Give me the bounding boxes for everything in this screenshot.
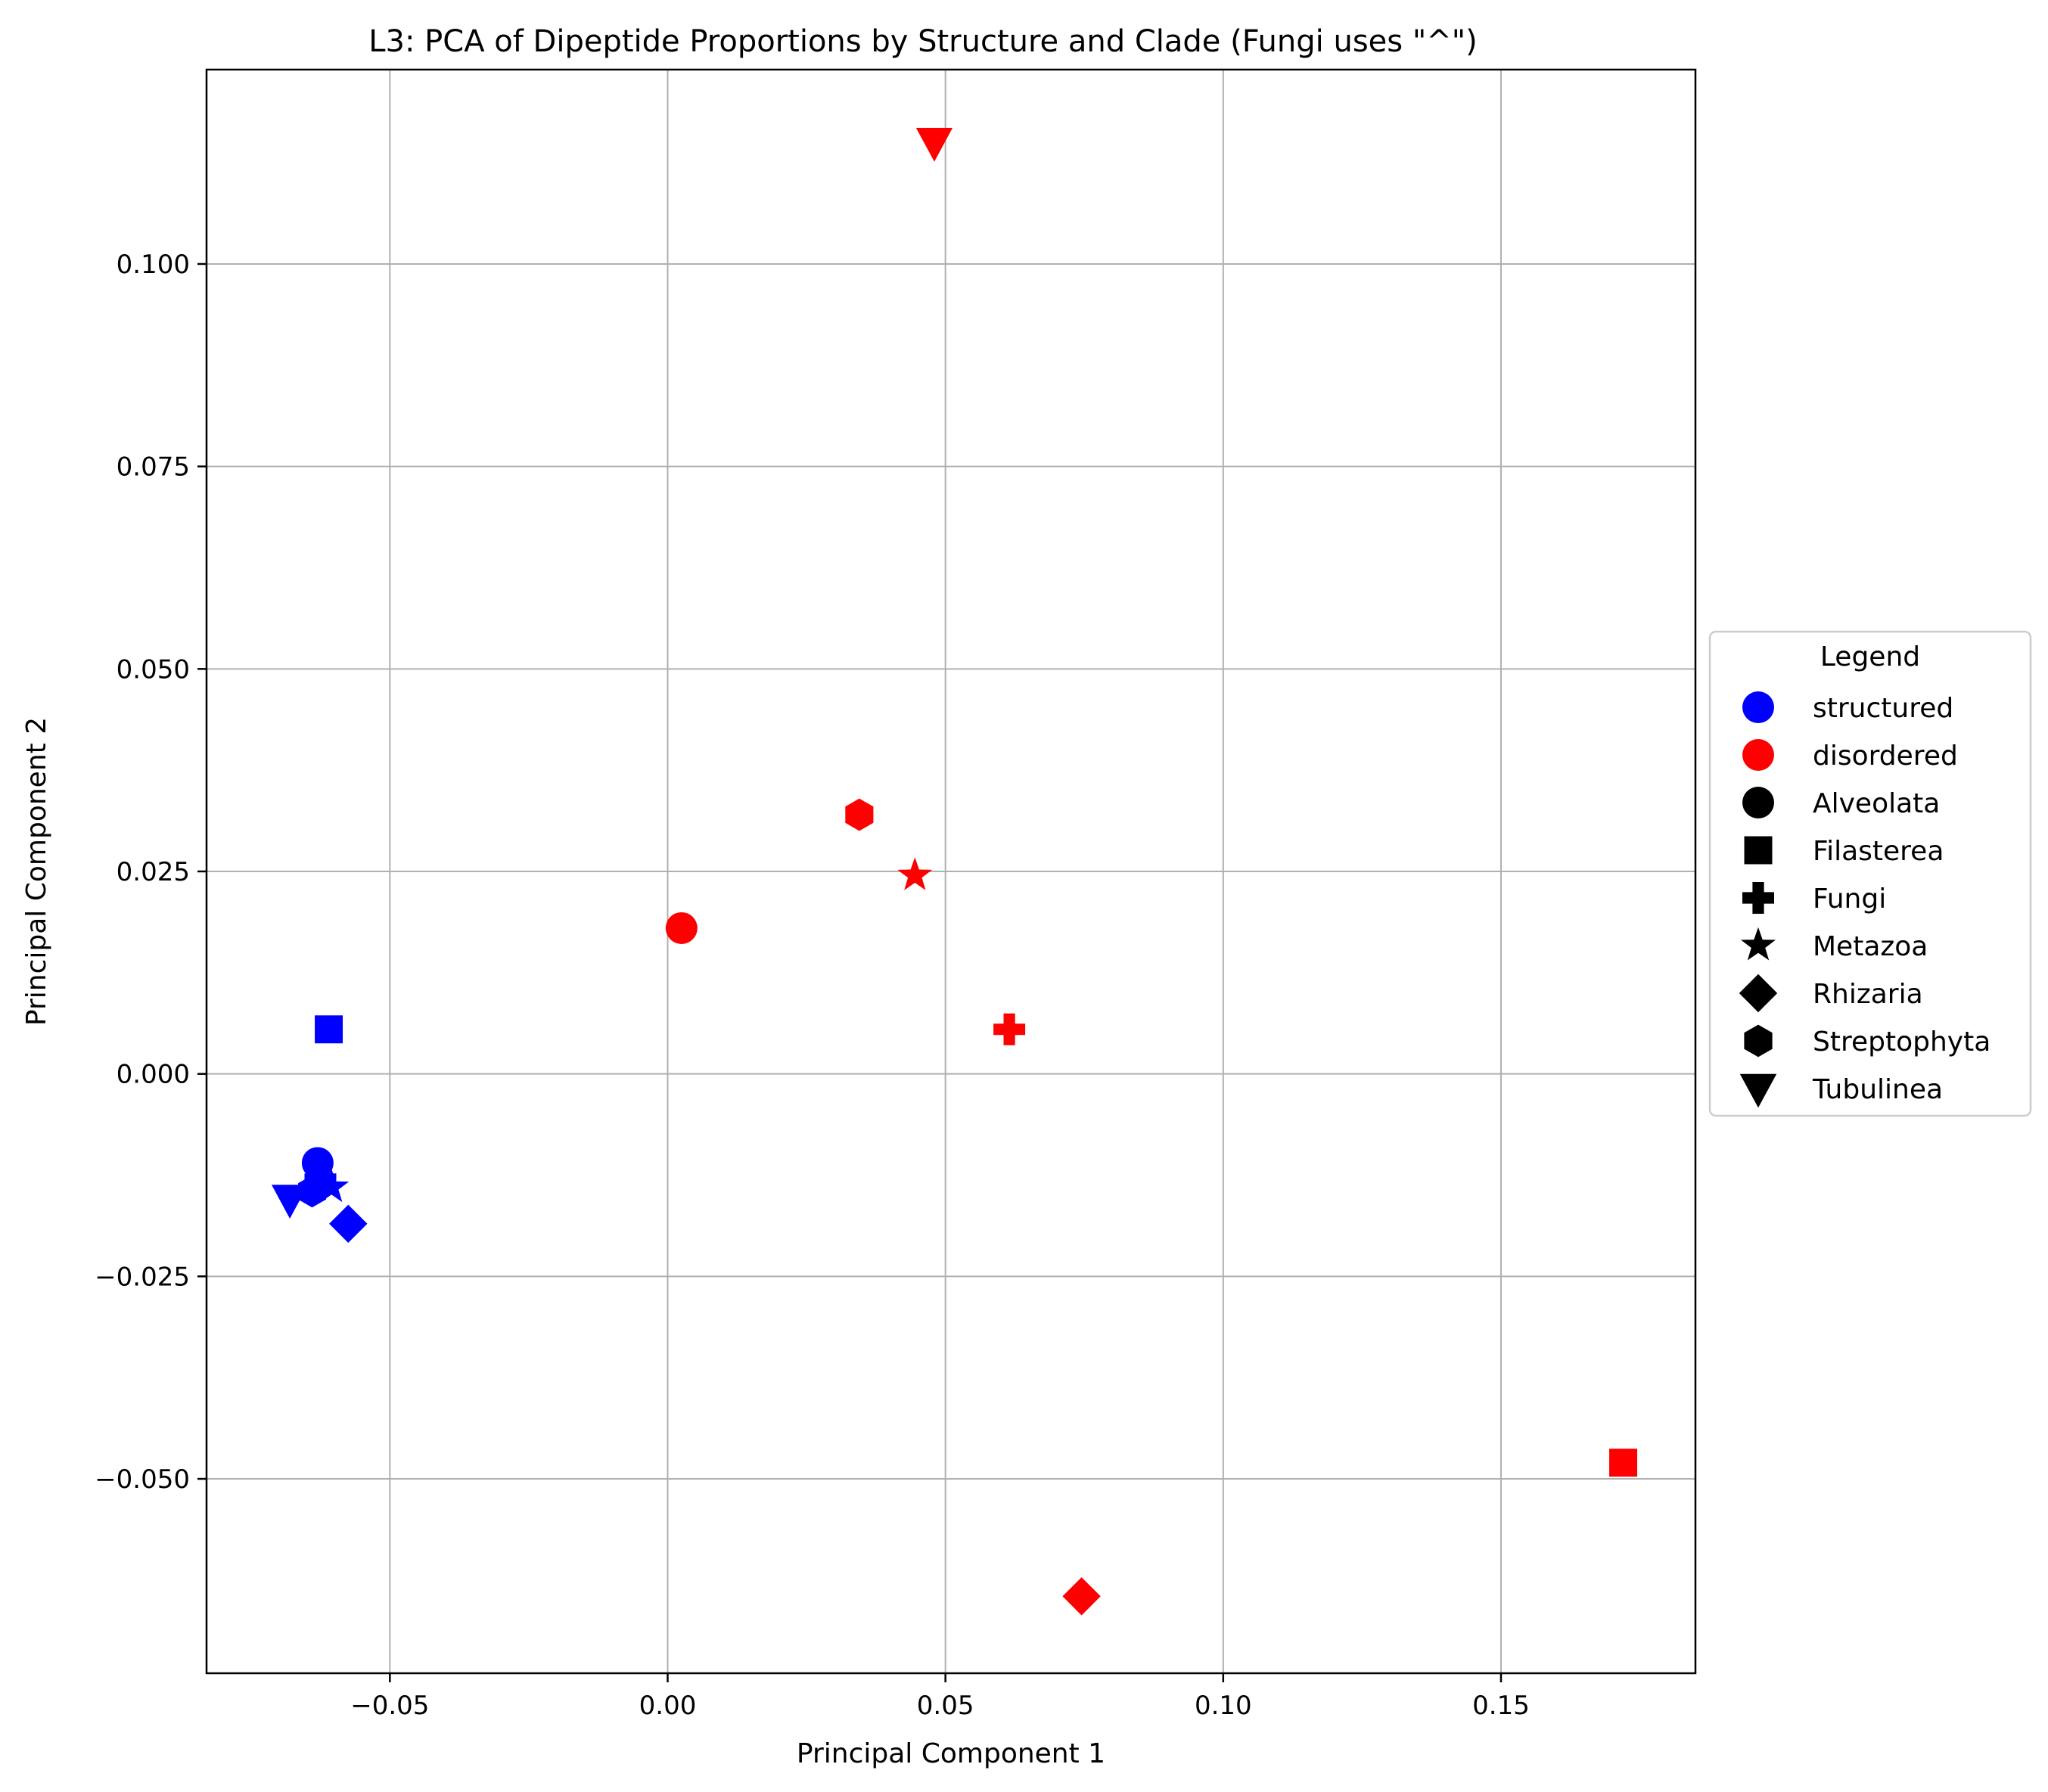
point-structured-tubulinea [272,1185,309,1219]
x-tick-label-1: 0.00 [639,1691,697,1721]
y-axis-ticks: −0.050 −0.025 0.000 0.025 0.050 0.075 0.100 [95,250,207,1495]
x-tick-label-2: 0.05 [917,1691,974,1721]
legend-marker-structured [1742,691,1774,723]
point-structured-fungi [304,1163,337,1195]
y-tick-label-0: −0.050 [95,1464,190,1495]
data-points [272,128,1638,1616]
y-tick-label-2: 0.000 [117,1060,190,1090]
legend-label-alveolata: Alveolata [1813,788,1940,819]
y-tick-label-6: 0.100 [117,250,190,280]
legend-marker-filasterea [1744,836,1773,865]
point-structured-rhizaria [329,1204,368,1243]
legend-marker-disordered [1742,739,1774,771]
grid-lines [207,70,1695,1673]
legend-label-disordered: disordered [1813,741,1958,772]
point-structured-metazoa [314,1169,350,1203]
legend-marker-tubulinea [1739,1073,1777,1108]
legend-marker-metazoa [1741,927,1776,961]
y-tick-label-4: 0.050 [117,654,190,685]
y-tick-label-5: 0.075 [117,452,190,483]
x-tick-label-0: −0.05 [350,1691,429,1721]
legend-label-structured: structured [1813,693,1953,724]
legend-label-fungi: Fungi [1813,884,1886,915]
legend-title: Legend [1820,641,1920,672]
x-axis-label: Principal Component 1 [797,1738,1105,1769]
chart-title: L3: PCA of Dipeptide Proportions by Stru… [368,24,1478,59]
point-disordered-rhizaria [1062,1577,1101,1616]
point-disordered-tubulinea [915,128,953,162]
point-disordered-metazoa [897,857,933,890]
legend-entries: structured disordered Alveolata Filasterea F… [1739,691,1991,1108]
y-axis-label: Principal Component 2 [21,717,52,1026]
x-tick-label-3: 0.10 [1195,1691,1252,1721]
point-disordered-fungi [993,1013,1026,1045]
legend-label-rhizaria: Rhizaria [1813,979,1923,1010]
y-tick-label-1: −0.025 [95,1262,190,1292]
legend-marker-streptophyta [1744,1024,1773,1057]
point-disordered-streptophyta [845,798,874,831]
legend: Legend structured disordered Alveolata Fila… [1708,630,2032,1117]
legend-box [1708,630,2032,1117]
x-tick-label-4: 0.15 [1472,1691,1530,1721]
legend-marker-rhizaria [1739,974,1778,1013]
legend-marker-alveolata [1742,787,1774,818]
legend-label-filasterea: Filasterea [1813,836,1944,867]
point-disordered-filasterea [1609,1449,1638,1477]
legend-marker-fungi [1742,882,1774,914]
legend-label-metazoa: Metazoa [1813,931,1928,962]
y-tick-label-3: 0.025 [117,857,190,887]
legend-label-tubulinea: Tubulinea [1812,1074,1943,1105]
x-axis-ticks: −0.05 0.00 0.05 0.10 0.15 [350,1673,1530,1721]
legend-label-streptophyta: Streptophyta [1813,1026,1991,1057]
point-structured-filasterea [315,1015,343,1044]
point-structured-streptophyta [298,1175,327,1208]
point-disordered-alveolata [665,912,698,944]
